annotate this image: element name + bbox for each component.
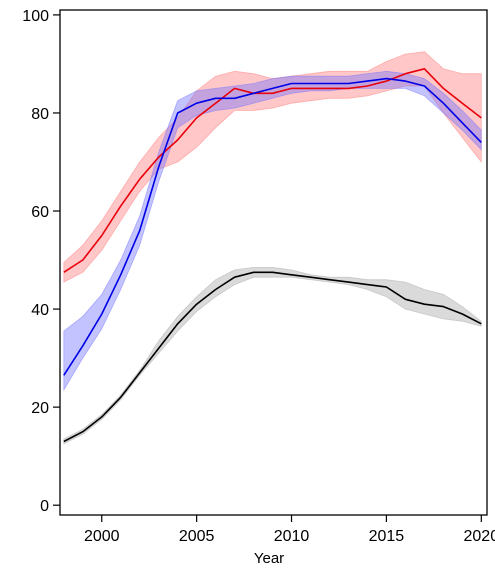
x-tick-label: 2000 <box>84 528 120 545</box>
series-3-confidence-band <box>63 266 482 445</box>
series-1-confidence-band <box>63 51 482 283</box>
x-tick-label: 2005 <box>179 528 215 545</box>
x-tick-label: 2010 <box>274 528 310 545</box>
y-tick-label: 100 <box>22 8 49 25</box>
series-3-line <box>63 271 482 443</box>
confidence-bands <box>63 51 482 445</box>
series-1-line <box>63 68 482 273</box>
y-tick-label: 60 <box>31 204 49 221</box>
x-tick-label: 2020 <box>464 528 495 545</box>
y-tick-label: 20 <box>31 400 49 417</box>
series-2-confidence-band <box>63 70 482 392</box>
y-tick-label: 80 <box>31 106 49 123</box>
x-tick-label: 2015 <box>369 528 405 545</box>
y-axis: 0 20 40 60 80 100 <box>22 8 60 515</box>
x-axis-title: Year <box>254 550 284 567</box>
y-tick-label: 40 <box>31 302 49 319</box>
series-2-line <box>63 77 482 376</box>
plot-frame <box>59 9 488 516</box>
series-lines <box>63 68 482 443</box>
y-tick-label: 0 <box>40 498 49 515</box>
x-axis: 2000 2005 2010 2015 2020 <box>84 515 495 545</box>
